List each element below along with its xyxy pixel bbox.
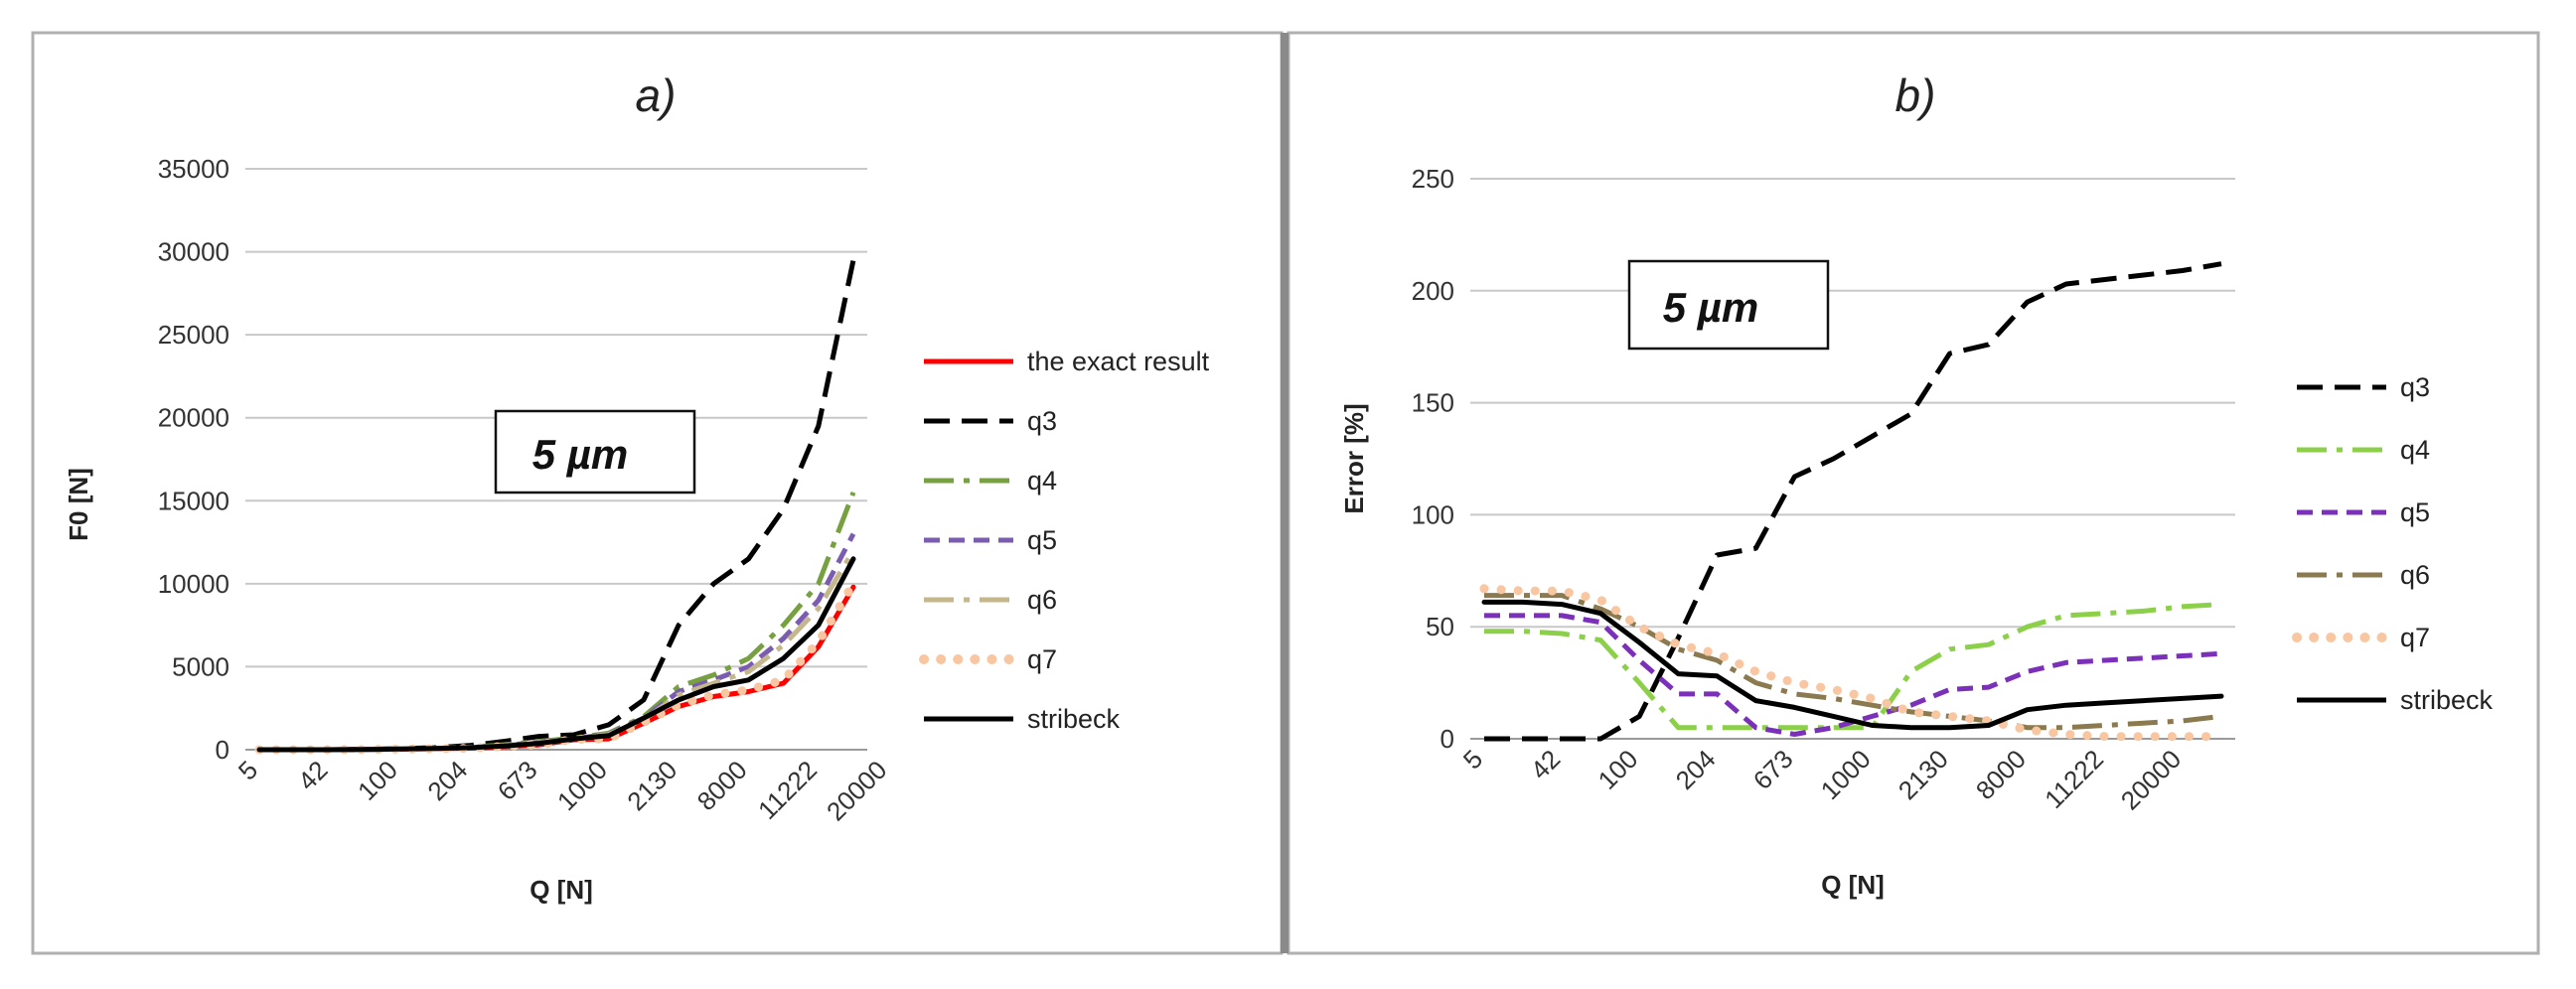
b-series-line-q3 [1484, 261, 2222, 742]
a-legend-label: q3 [1027, 406, 1057, 436]
a-y-tick-label: 10000 [158, 569, 229, 599]
b-series-line-q7 [1479, 584, 2226, 742]
a-legend-label: q7 [1027, 644, 1057, 674]
b-legend-label: q4 [2400, 435, 2430, 465]
chart-a-ylabel: F0 [N] [64, 468, 93, 541]
chart-b-title: b) [1895, 70, 1936, 121]
b-legend-label: q6 [2400, 560, 2430, 590]
chart-b-legend: q3 q4 q5 q6 q7 stribeck [2292, 372, 2494, 715]
a-y-tick-label: 35000 [158, 154, 229, 184]
a-legend-label: q4 [1027, 466, 1057, 495]
chart-b-xlabel: Q [N] [1821, 870, 1885, 900]
panel-divider [1281, 33, 1288, 953]
chart-a-annotation: 5 µm [532, 431, 629, 478]
a-y-tick-label: 20000 [158, 403, 229, 433]
chart-b-series [1479, 261, 2226, 742]
chart-b-y-ticks: 0 50 100 150 200 250 [1412, 164, 1454, 754]
a-y-tick-label: 25000 [158, 320, 229, 350]
a-y-tick-label: 15000 [158, 486, 229, 515]
chart-b-ylabel: Error [%] [1339, 403, 1369, 513]
b-legend-label: q5 [2400, 497, 2430, 527]
chart-a-y-ticks: 0 5000 10000 15000 20000 25000 30000 35000 [158, 154, 229, 765]
b-y-tick-label: 50 [1426, 612, 1454, 641]
a-legend-label: q6 [1027, 585, 1057, 615]
b-series-line-q4 [1484, 602, 2222, 731]
a-legend-label: stribeck [1027, 704, 1121, 734]
a-y-tick-label: 30000 [158, 237, 229, 267]
a-series-line-stribeck [256, 556, 856, 753]
chart-a-series [254, 259, 858, 755]
b-series-line-stribeck [1481, 599, 2224, 731]
b-y-tick-label: 0 [1440, 724, 1454, 754]
a-legend-label: q5 [1027, 525, 1057, 555]
chart-a-title: a) [636, 70, 677, 121]
chart-a-xlabel: Q [N] [530, 875, 593, 905]
b-y-tick-label: 150 [1412, 388, 1454, 418]
b-series-line-q6 [1484, 593, 2222, 731]
b-legend-label: stribeck [2400, 685, 2494, 715]
b-legend-label: q3 [2400, 372, 2430, 402]
chart-a-annotation-box [494, 409, 696, 494]
a-y-tick-label: 5000 [172, 651, 229, 681]
a-y-tick-label: 0 [216, 735, 229, 765]
b-y-tick-label: 100 [1412, 499, 1454, 529]
b-y-tick-label: 250 [1412, 164, 1454, 194]
chart-b-annotation-box [1627, 259, 1830, 351]
a-legend-label: the exact result [1027, 347, 1210, 376]
chart-b-annotation: 5 µm [1663, 284, 1759, 331]
b-y-tick-label: 200 [1412, 276, 1454, 306]
b-legend-label: q7 [2400, 623, 2430, 652]
chart-a-legend: the exact result q3 q4 q5 q6 q7 stribeck [919, 347, 1210, 734]
